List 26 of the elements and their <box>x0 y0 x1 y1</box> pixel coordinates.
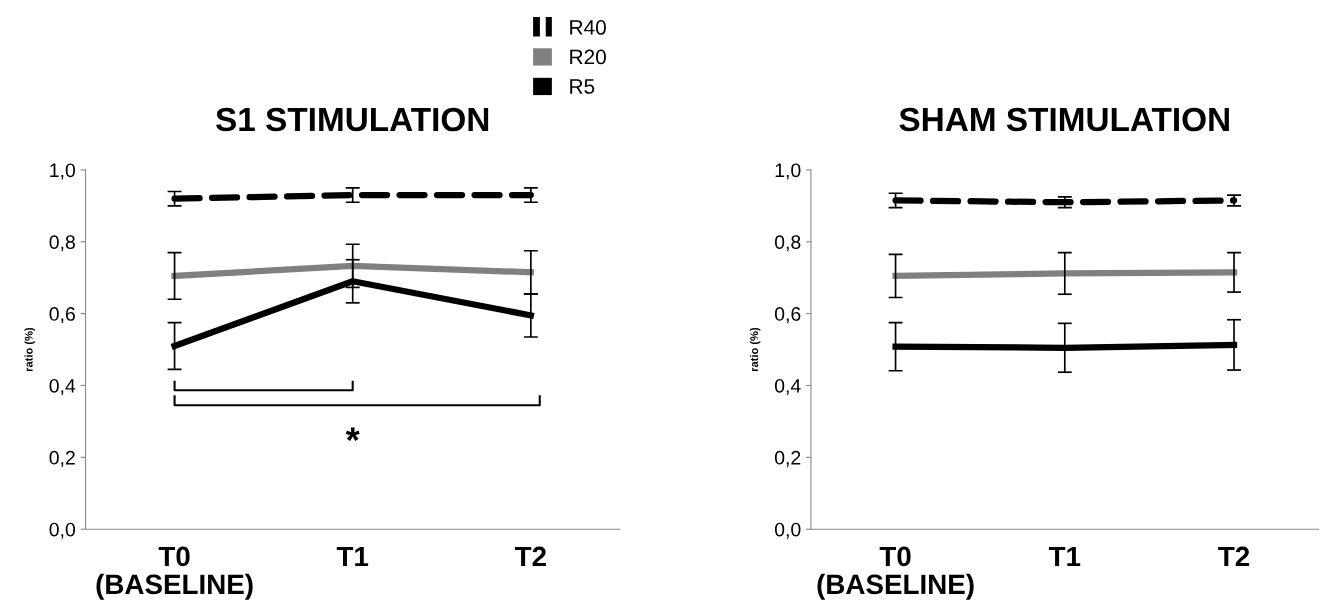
x-tick-label: T2 <box>514 546 546 567</box>
chart-title: S1 STIMULATION <box>216 107 489 132</box>
y-tick-label: 0,8 <box>49 235 75 252</box>
x-tick-label: T0 (BASELINE) <box>817 546 974 600</box>
y-axis-title: ratio (%) <box>749 327 761 372</box>
x-tick-label: T2 <box>1218 546 1250 567</box>
chart-title: SHAM STIMULATION <box>899 107 1229 132</box>
y-tick-label: 0,4 <box>774 378 801 396</box>
y-tick-label: 0,6 <box>49 307 75 324</box>
y-tick-label: 1,0 <box>775 163 801 180</box>
y-tick-label: 0,4 <box>49 378 76 396</box>
x-tick-label: T1 <box>1048 546 1081 567</box>
y-tick-label: 0,8 <box>774 235 801 252</box>
x-tick-label: T1 <box>336 546 369 567</box>
y-tick-label: 0,2 <box>774 450 801 467</box>
y-tick-label: 0,0 <box>774 522 801 539</box>
y-tick-label: 1,0 <box>50 163 76 180</box>
y-axis-title: ratio (%) <box>24 327 35 372</box>
legend-label: R40 <box>570 20 606 35</box>
y-tick-label: 0,6 <box>774 307 801 324</box>
legend-label: R5 <box>570 79 595 94</box>
y-tick-label: 0,2 <box>49 450 75 467</box>
annotation: * <box>345 427 360 441</box>
x-tick-label: T0 (BASELINE) <box>96 546 253 600</box>
y-tick-label: 0,0 <box>49 522 76 539</box>
legend-label: R20 <box>570 49 606 65</box>
